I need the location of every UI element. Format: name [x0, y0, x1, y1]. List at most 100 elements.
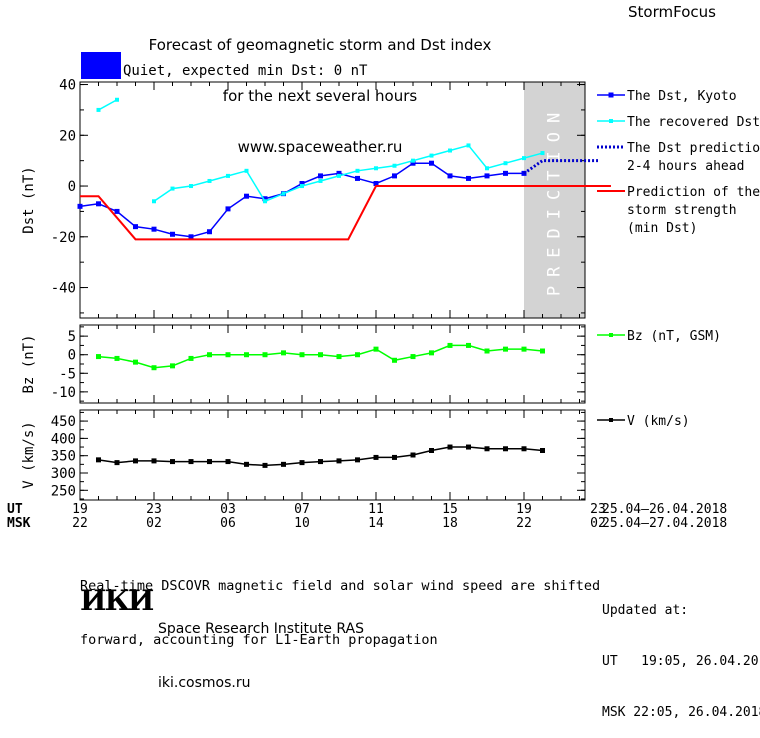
data-point-3-1 — [244, 461, 249, 467]
y-tick-label: 5 — [68, 329, 76, 345]
legend-dst-kyoto-label: The Dst, Kyoto — [627, 89, 737, 104]
data-point-2-1 — [429, 350, 434, 356]
data-point-3-1 — [207, 459, 212, 465]
legend-recovered-dst-label: The recovered Dst — [627, 115, 760, 130]
data-point-1-1 — [151, 226, 157, 232]
data-point-2-1 — [540, 348, 545, 354]
data-point-3-1 — [466, 444, 471, 450]
data-point-2-1 — [225, 352, 231, 358]
data-point-2-1 — [188, 355, 194, 361]
data-point-3-1 — [429, 448, 434, 453]
data-point-1-1 — [96, 201, 101, 207]
data-point-1-1 — [429, 160, 434, 166]
panel-3-ylabel: V (km/s) — [21, 421, 37, 488]
legend-storm-strength-label: Prediction of the — [627, 185, 760, 200]
y-tick-label: 450 — [51, 414, 76, 430]
data-point-2-1 — [392, 357, 397, 363]
y-tick-label: 0 — [68, 348, 76, 364]
data-point-3-1 — [447, 444, 453, 450]
prediction-zone — [524, 82, 585, 318]
ut-tick-label: 19 — [516, 502, 532, 517]
data-point-2-1 — [503, 346, 508, 352]
legend-dst-kyoto-marker — [608, 92, 614, 98]
data-point-1-1 — [262, 196, 268, 202]
data-point-1-2 — [300, 184, 304, 189]
series-line-1-2 — [153, 144, 543, 203]
data-point-1-2 — [115, 97, 119, 102]
legend-speed-label: V (km/s) — [627, 414, 690, 429]
data-point-1-1 — [318, 173, 323, 179]
data-point-1-1 — [207, 229, 212, 235]
data-point-1-2 — [96, 107, 101, 112]
ut-tick-label: 19 — [72, 502, 88, 517]
data-point-1-1 — [114, 208, 120, 214]
msk-tick-label: 06 — [220, 516, 236, 531]
data-point-1-1 — [188, 234, 194, 240]
panel-2-ylabel: Bz (nT) — [21, 334, 37, 393]
ut-axis-label: UT — [7, 502, 23, 517]
brand-name: StormFocus — [628, 3, 716, 21]
y-tick-label: 40 — [59, 78, 76, 94]
y-tick-label: -10 — [51, 385, 76, 401]
data-point-2-1 — [447, 342, 453, 348]
panel-1-ylabel: Dst (nT) — [21, 166, 37, 233]
data-point-2-1 — [133, 359, 138, 365]
data-point-3-1 — [299, 460, 305, 466]
data-point-2-1 — [373, 346, 379, 352]
data-point-1-2 — [189, 184, 193, 189]
ut-tick-label: 07 — [294, 502, 310, 517]
updated-label: Updated at: — [602, 603, 689, 618]
data-point-1-2 — [466, 143, 471, 148]
msk-tick-label: 02 — [146, 516, 162, 531]
data-point-1-2 — [152, 199, 156, 204]
data-point-3-1 — [355, 457, 360, 463]
data-point-1-2 — [170, 186, 175, 191]
data-point-3-1 — [336, 458, 342, 464]
y-tick-label: -20 — [51, 230, 76, 246]
ut-date-range: 25.04–26.04.2018 — [602, 502, 728, 517]
data-point-2-1 — [318, 352, 323, 358]
data-point-1-2 — [485, 166, 489, 171]
y-tick-label: 0 — [68, 179, 76, 195]
ut-tick-label: 23 — [590, 502, 606, 517]
msk-tick-label: 10 — [294, 516, 310, 531]
chart-canvas: PREDICTION 40 20 0 -20 -40 Dst (nT) 5 0 -5 -10 Bz (… — [21, 78, 760, 531]
data-point-1-1 — [392, 173, 397, 179]
data-point-1-2 — [281, 191, 286, 196]
data-point-1-1 — [336, 170, 342, 176]
legend-bz-label: Bz (nT, GSM) — [627, 329, 721, 344]
legend-recovered-dst-marker — [609, 119, 613, 123]
institute-name: Space Research Institute RAS — [158, 621, 364, 637]
data-point-1-1 — [77, 203, 83, 209]
data-point-1-1 — [466, 175, 471, 181]
data-point-1-2 — [392, 163, 397, 168]
data-point-1-2 — [411, 158, 415, 163]
data-point-3-1 — [170, 459, 175, 465]
data-point-1-1 — [225, 206, 231, 212]
data-point-2-1 — [484, 348, 490, 354]
data-point-2-1 — [96, 354, 101, 360]
ut-tick-label: 11 — [368, 502, 384, 517]
data-point-1-2 — [244, 168, 249, 173]
msk-tick-label: 18 — [442, 516, 458, 531]
data-point-1-1 — [170, 231, 175, 237]
data-point-3-1 — [114, 460, 120, 466]
data-point-2-1 — [466, 342, 471, 348]
iki-logo: ИКИ — [80, 584, 154, 617]
institute-site: iki.cosmos.ru — [158, 675, 251, 691]
data-point-3-1 — [281, 461, 286, 467]
data-point-2-1 — [151, 365, 157, 371]
y-tick-label: 250 — [51, 483, 76, 499]
prediction-label: PREDICTION — [545, 104, 565, 296]
data-point-2-1 — [244, 352, 249, 358]
data-point-1-1 — [447, 173, 453, 179]
msk-tick-label: 02 — [590, 516, 606, 531]
ut-tick-label: 23 — [146, 502, 162, 517]
data-point-1-2 — [448, 148, 452, 153]
data-point-1-1 — [133, 224, 138, 230]
data-point-2-1 — [521, 346, 527, 352]
legend-speed-marker — [609, 418, 613, 422]
data-point-1-1 — [299, 181, 305, 187]
chart-title-line1: Forecast of geomagnetic storm and Dst in… — [148, 36, 492, 54]
data-point-1-1 — [355, 175, 360, 181]
